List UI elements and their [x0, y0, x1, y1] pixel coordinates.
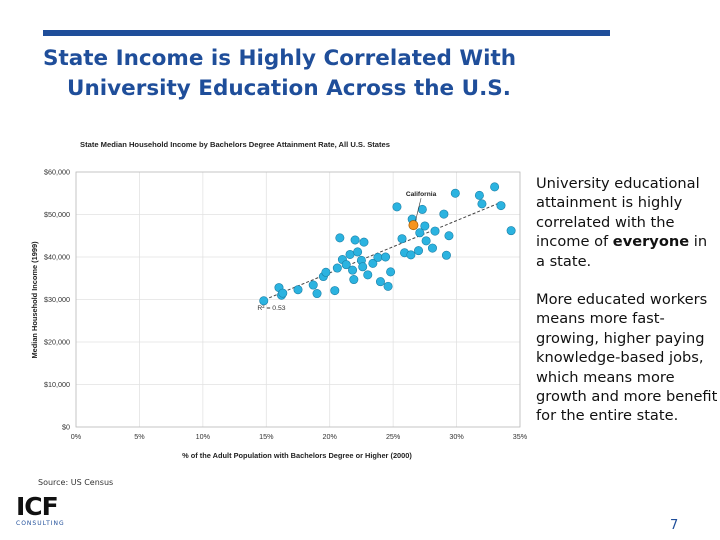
chart-gridlines [75, 171, 521, 428]
chart-point [350, 235, 360, 245]
chart-point [383, 281, 393, 291]
page-number: 7 [670, 518, 679, 533]
chart-point [421, 236, 431, 246]
chart-point [415, 228, 425, 238]
chart-point [441, 250, 451, 260]
chart-x-tick-label: 5% [134, 432, 145, 441]
chart-y-tick-label: $0 [62, 423, 70, 432]
chart-point [439, 209, 449, 219]
chart-x-tick-label: 15% [259, 432, 274, 441]
title-accent-bar [43, 30, 610, 36]
chart-x-axis-label: % of the Adult Population with Bachelors… [182, 451, 412, 460]
chart-annotations: California R² = 0.53 [257, 191, 436, 312]
chart-y-axis-label: Median Household Income (1999) [30, 241, 39, 359]
chart-point [341, 260, 351, 270]
chart-point [430, 226, 440, 236]
slide-title-line-2: University Education Across the U.S. [67, 76, 511, 101]
chart-point [345, 249, 355, 259]
chart-point [359, 237, 369, 247]
chart-point [353, 247, 363, 257]
chart-point [427, 243, 437, 253]
chart-title: State Median Household Income by Bachelo… [80, 140, 390, 149]
chart-point [278, 288, 288, 298]
chart-point [392, 202, 402, 212]
chart-x-tick-label: 35% [513, 432, 528, 441]
chart-point [450, 188, 460, 198]
chart-y-tick-label: $20,000 [44, 338, 70, 347]
slide-title: State Income is Highly Correlated With U… [43, 44, 643, 104]
chart-point [386, 267, 396, 277]
chart-point [349, 275, 359, 285]
chart-point [406, 250, 416, 260]
chart-plot-frame [75, 171, 521, 428]
chart-label-california: California [406, 191, 437, 198]
chart-axes: 0% 5% 10% 15% 20% 25% 30% 35% $0 $10,000 $20,000 $3… [44, 168, 528, 442]
chart-point [373, 252, 383, 262]
slide-title-line-1: State Income is Highly Correlated With [43, 46, 517, 71]
chart-x-tick-label: 0% [71, 432, 82, 441]
chart-x-tick-label: 20% [323, 432, 338, 441]
chart-point [474, 190, 484, 200]
chart-point [496, 201, 506, 211]
chart-point [490, 182, 500, 192]
chart-r-squared-label: R² = 0.53 [257, 305, 285, 312]
chart-point [444, 231, 454, 241]
chart-point [335, 233, 345, 243]
chart-point [397, 234, 407, 244]
bullet-2: More educated workers means more fast-gr… [536, 291, 718, 425]
chart-point [477, 199, 487, 209]
chart-point [259, 296, 269, 306]
chart-point [308, 280, 318, 290]
chart-y-tick-label: $40,000 [44, 253, 70, 262]
chart-point [330, 286, 340, 296]
chart-y-tick-label: $50,000 [44, 210, 70, 219]
chart-y-tick-label: $10,000 [44, 380, 70, 389]
logo-sub-text: CONSULTING [16, 520, 65, 527]
source-note: Source: US Census [38, 478, 114, 487]
chart-point [332, 263, 342, 273]
icf-logo: ICF CONSULTING [16, 492, 76, 528]
chart-point-highlight [408, 220, 419, 231]
chart-point [381, 252, 391, 262]
chart-x-tick-label: 10% [196, 432, 211, 441]
chart-point [414, 246, 424, 256]
chart-point [375, 277, 385, 287]
logo-main-text: ICF [16, 492, 59, 521]
chart-label-leader [415, 198, 422, 222]
chart-point [420, 221, 430, 231]
chart-point [358, 262, 368, 272]
bullet-list: University educational attainment is hig… [536, 174, 720, 445]
emphasis-everyone: everyone [612, 233, 690, 251]
chart-point [506, 226, 516, 236]
chart-x-tick-label: 25% [386, 432, 401, 441]
chart-point [368, 258, 378, 268]
chart-y-tick-label: $30,000 [44, 295, 70, 304]
chart-point [293, 285, 303, 295]
chart-point [312, 289, 322, 299]
chart-trendline-group [259, 203, 498, 303]
chart-point [348, 265, 358, 275]
bullet-1: University educational attainment is hig… [536, 175, 708, 270]
chart-point [321, 267, 331, 277]
chart-points [259, 182, 516, 306]
chart-y-tick-label: $60,000 [44, 168, 70, 177]
chart-point [417, 204, 427, 214]
chart-x-tick-label: 30% [449, 432, 464, 441]
chart-point [363, 270, 373, 280]
chart-trendline [259, 203, 498, 303]
